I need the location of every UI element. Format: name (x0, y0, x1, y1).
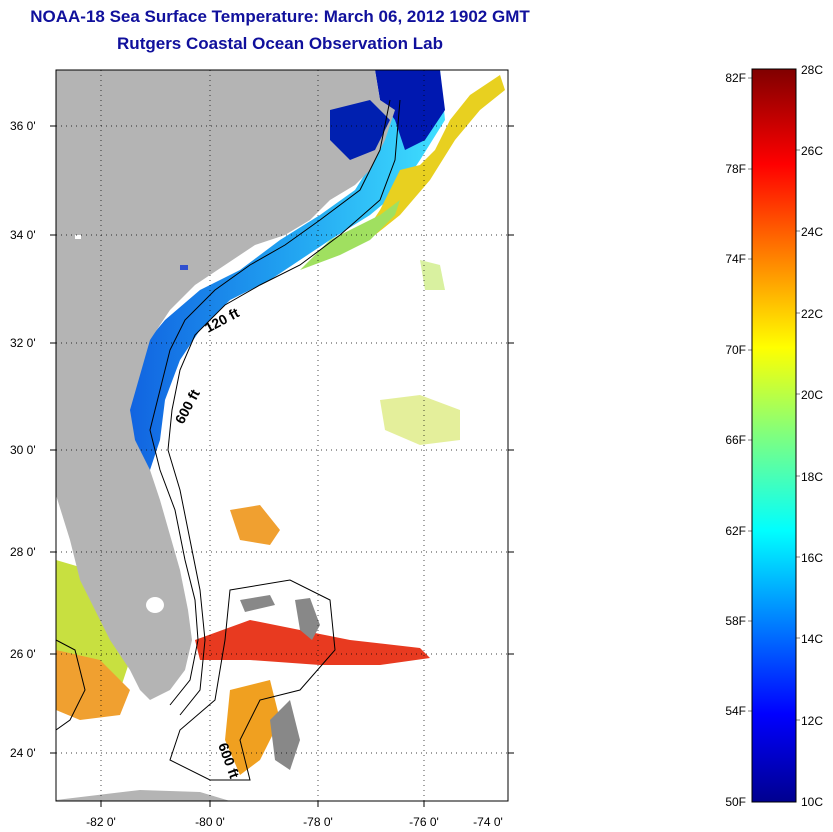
lon-label: -78 0' (303, 815, 333, 829)
lat-label: 36 0' (10, 119, 36, 133)
sst-yellow-green-edge (300, 200, 400, 270)
lat-label: 32 0' (10, 336, 36, 350)
colorbar-c-label: 10C (801, 795, 823, 809)
inland-water-1 (75, 235, 81, 239)
sst-gulf-south-orange (56, 650, 130, 720)
colorbar-c-label: 26C (801, 144, 823, 158)
colorbar-c-label: 24C (801, 225, 823, 239)
land-cuba (56, 790, 230, 801)
land-bahamas-andros (270, 700, 300, 770)
lat-label: 34 0' (10, 228, 36, 242)
contour-120ft (149, 99, 391, 706)
colorbar-f-label: 62F (725, 524, 746, 538)
map-tick-marks (50, 125, 514, 807)
sst-coastal-band (120, 70, 445, 470)
lake-okeechobee (146, 597, 164, 613)
sst-deep-blue-north (375, 70, 445, 150)
sst-offshore-yellow (380, 395, 460, 445)
colorbar-c-label: 22C (801, 307, 823, 321)
colorbar-c-label: 18C (801, 470, 823, 484)
colorbar-c-label: 20C (801, 388, 823, 402)
colorbar-c-label: 28C (801, 63, 823, 77)
sst-bahamas-orange (225, 680, 280, 775)
colorbar-c-label: 14C (801, 632, 823, 646)
lon-label: -82 0' (86, 815, 116, 829)
map-subtitle: Rutgers Coastal Ocean Observation Lab (117, 34, 443, 53)
contour-gulf (56, 639, 86, 731)
lat-label: 26 0' (10, 647, 36, 661)
colorbar-f-label: 70F (725, 343, 746, 357)
water-pamlico-sound (330, 100, 390, 160)
contour-600ft (167, 99, 401, 716)
colorbar-f-label: 74F (725, 252, 746, 266)
lon-label: -76 0' (409, 815, 439, 829)
lat-label: 24 0' (10, 746, 36, 760)
colorbar-f-label: 82F (725, 71, 746, 85)
map-frame (55, 69, 509, 802)
colorbar-f-label: 54F (725, 704, 746, 718)
colorbar-frame (751, 68, 797, 803)
colorbar-c-label: 12C (801, 714, 823, 728)
colorbar-f-label: 58F (725, 614, 746, 628)
inland-water-2 (180, 265, 188, 270)
map-grid (56, 70, 508, 801)
lat-label: 30 0' (10, 443, 36, 457)
sst-offshore-green (420, 260, 445, 290)
contour-bahamas (169, 579, 336, 781)
land-bahamas-grand (240, 595, 275, 612)
sst-warm-edge (360, 75, 505, 240)
colorbar-c-label: 16C (801, 551, 823, 565)
colorbar-f-label: 50F (725, 795, 746, 809)
lon-label: -80 0' (195, 815, 225, 829)
colorbar (752, 69, 796, 802)
lon-label: -74 0' (473, 815, 503, 829)
map-title: NOAA-18 Sea Surface Temperature: March 0… (30, 7, 530, 26)
land-us-coast (56, 70, 395, 700)
sst-offshore-orange (230, 505, 280, 545)
colorbar-ticks (748, 77, 800, 721)
colorbar-f-label: 78F (725, 162, 746, 176)
land-bahamas-abaco (295, 598, 320, 640)
colorbar-f-label: 66F (725, 433, 746, 447)
lat-label: 28 0' (10, 545, 36, 559)
